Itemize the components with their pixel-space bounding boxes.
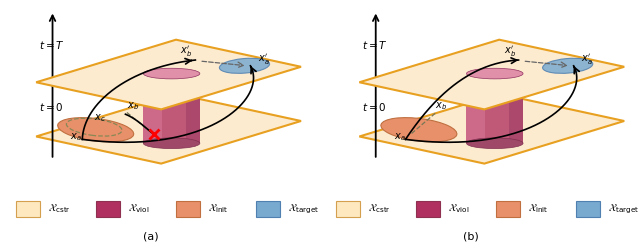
FancyBboxPatch shape [176, 201, 200, 217]
FancyBboxPatch shape [416, 201, 440, 217]
Ellipse shape [543, 58, 593, 73]
Text: $\mathcal{X}_{\mathrm{cstr}}$: $\mathcal{X}_{\mathrm{cstr}}$ [368, 203, 391, 215]
Text: $t = 0$: $t = 0$ [362, 101, 387, 113]
Text: $x_b'$: $x_b'$ [504, 44, 516, 59]
Polygon shape [36, 40, 301, 109]
Ellipse shape [58, 118, 134, 142]
Ellipse shape [467, 68, 523, 79]
Text: $x_b$: $x_b$ [435, 100, 447, 112]
Polygon shape [360, 40, 624, 109]
Text: $\mathcal{X}_{\mathrm{viol}}$: $\mathcal{X}_{\mathrm{viol}}$ [128, 203, 149, 215]
Ellipse shape [220, 58, 269, 73]
FancyBboxPatch shape [336, 201, 360, 217]
Polygon shape [467, 74, 485, 143]
Text: $\mathcal{X}_{\mathrm{init}}$: $\mathcal{X}_{\mathrm{init}}$ [208, 203, 228, 215]
Text: (b): (b) [463, 231, 478, 241]
Text: $x_a'$: $x_a'$ [258, 52, 269, 67]
Text: $t = T$: $t = T$ [39, 39, 65, 52]
Ellipse shape [381, 118, 457, 142]
Text: $t = 0$: $t = 0$ [39, 101, 64, 113]
FancyBboxPatch shape [576, 201, 600, 217]
Text: $x_a$: $x_a$ [70, 131, 82, 143]
FancyBboxPatch shape [496, 201, 520, 217]
Text: $x_a'$: $x_a'$ [581, 52, 593, 67]
Polygon shape [467, 74, 523, 143]
Text: $\mathcal{X}_{\mathrm{init}}$: $\mathcal{X}_{\mathrm{init}}$ [528, 203, 548, 215]
Text: $x_a$: $x_a$ [394, 131, 405, 143]
Polygon shape [36, 94, 301, 164]
Text: $x_c$: $x_c$ [94, 112, 106, 124]
Text: $x_b'$: $x_b'$ [180, 44, 193, 59]
Text: $\mathcal{X}_{\mathrm{target}}$: $\mathcal{X}_{\mathrm{target}}$ [288, 202, 319, 216]
Polygon shape [143, 74, 200, 143]
Polygon shape [186, 74, 200, 143]
Text: $\mathcal{X}_{\mathrm{target}}$: $\mathcal{X}_{\mathrm{target}}$ [608, 202, 639, 216]
Polygon shape [143, 74, 162, 143]
Text: $\mathcal{X}_{\mathrm{cstr}}$: $\mathcal{X}_{\mathrm{cstr}}$ [48, 203, 71, 215]
Text: $t = T$: $t = T$ [362, 39, 388, 52]
Polygon shape [509, 74, 523, 143]
Ellipse shape [467, 138, 523, 149]
Text: $x_b$: $x_b$ [127, 100, 139, 112]
Ellipse shape [143, 138, 200, 149]
Text: (a): (a) [143, 231, 158, 241]
FancyBboxPatch shape [96, 201, 120, 217]
FancyBboxPatch shape [16, 201, 40, 217]
Ellipse shape [143, 68, 200, 79]
Text: $\mathcal{X}_{\mathrm{viol}}$: $\mathcal{X}_{\mathrm{viol}}$ [448, 203, 469, 215]
FancyBboxPatch shape [256, 201, 280, 217]
Polygon shape [360, 94, 624, 164]
